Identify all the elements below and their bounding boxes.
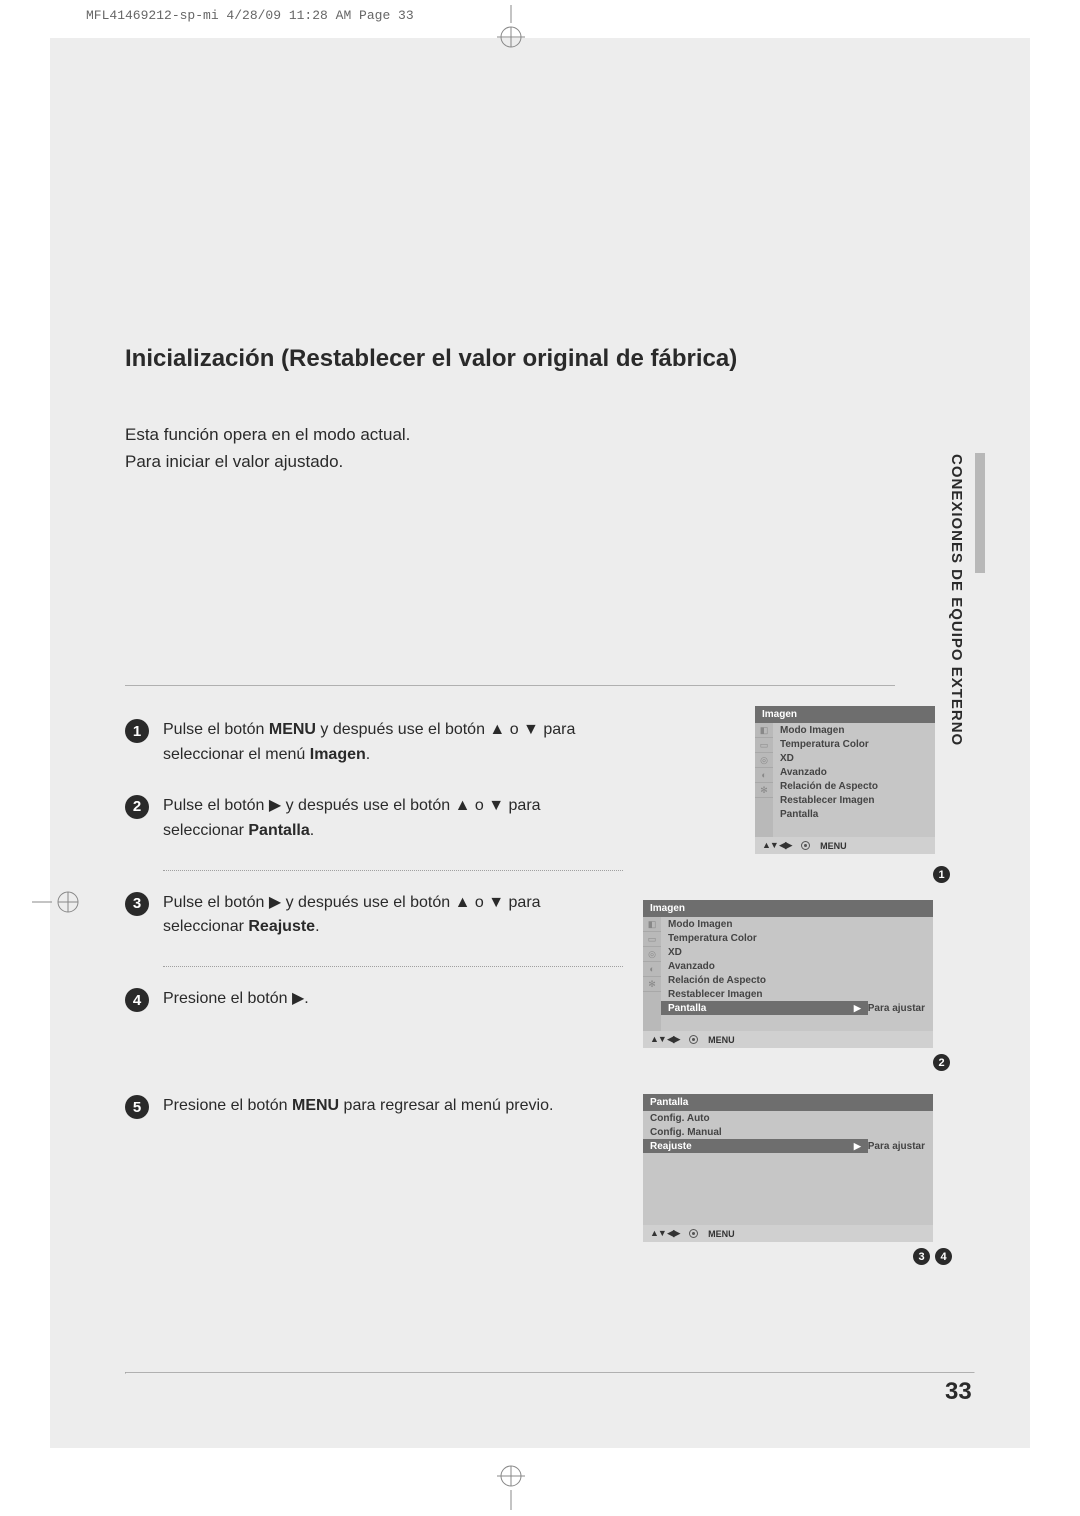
page-number: 33 [945,1378,972,1406]
osd-item: Relación de Aspecto [661,973,933,987]
osd-item: XD [773,751,935,765]
side-tab-label: CONEXIONES DE EQUIPO EXTERNO [948,454,965,746]
enter-icon [689,1035,698,1044]
step-5: 5 Presione el botón MENU para regresar a… [125,1094,623,1119]
osd-item: XD [661,945,933,959]
osd-icon-column: ◧ ▭ ◎ ◐ ✻ [643,917,661,1031]
section-divider [125,685,895,686]
arrows-icon: ▲▼ ◀▶ [762,840,791,851]
crop-mark-left [32,890,87,914]
osd-icon: ✻ [643,977,661,992]
osd-footer: ▲▼ ◀▶ MENU [643,1031,933,1048]
osd-icon-column: ◧ ▭ ◎ ◐ ✻ [755,723,773,837]
step-text: Pulse el botón MENU y después use el bot… [163,718,623,768]
osd-item: Temperatura Color [661,931,933,945]
osd-icon: ◎ [643,947,661,962]
step-text: Presione el botón MENU para regresar al … [163,1094,623,1119]
osd-action-label: Para ajustar [868,1141,933,1152]
intro-line-2: Para iniciar el valor ajustado. [125,448,895,475]
menu-label: MENU [820,841,847,851]
enter-icon [689,1229,698,1238]
osd-item: Avanzado [773,765,935,779]
osd-icon: ◐ [643,962,661,977]
step-3: 3 Pulse el botón ▶ y después use el botó… [125,891,623,941]
osd-icon: ▭ [643,932,661,947]
osd-header: Imagen [643,900,933,917]
step-number-badge: 5 [125,1095,149,1119]
osd-icon: ▭ [755,738,773,753]
osd-item: Relación de Aspecto [773,779,935,793]
osd-menu-pantalla: Pantalla Config. Auto Config. Manual Rea… [643,1094,933,1242]
crop-mark-top [497,5,525,55]
screenshots-column: Imagen ◧ ▭ ◎ ◐ ✻ Modo Imagen Temperatura… [643,718,895,1145]
menu-label: MENU [708,1035,735,1045]
footer-rule [125,1372,975,1374]
dotted-divider [163,966,623,967]
osd-header: Imagen [755,706,935,723]
step-text: Pulse el botón ▶ y después use el botón … [163,794,623,844]
step-text: Presione el botón ▶. [163,987,623,1012]
crop-mark-bottom [497,1460,525,1510]
print-header-meta: MFL41469212-sp-mi 4/28/09 11:28 AM Page … [86,8,414,23]
content-area: Inicialización (Restablecer el valor ori… [125,345,895,1145]
arrows-icon: ▲▼ ◀▶ [650,1034,679,1045]
osd-item: Avanzado [661,959,933,973]
intro-line-1: Esta función opera en el modo actual. [125,421,895,448]
osd-menu-imagen-wide: Imagen ◧ ▭ ◎ ◐ ✻ Modo Imagen Temperatura… [643,900,933,1048]
osd-item-selected: Pantalla▶ [661,1001,868,1015]
osd-icon: ✻ [755,783,773,798]
osd-header: Pantalla [643,1094,933,1111]
step-text: Pulse el botón ▶ y después use el botón … [163,891,623,941]
osd-icon: ◧ [755,723,773,738]
step-4: 4 Presione el botón ▶. [125,987,623,1012]
osd-footer: ▲▼ ◀▶ MENU [643,1225,933,1242]
osd-item: Temperatura Color [773,737,935,751]
osd-item: Config. Auto [643,1111,933,1125]
steps-column: 1 Pulse el botón MENU y después use el b… [125,718,623,1145]
osd-icon: ◐ [755,768,773,783]
osd-icon: ◧ [643,917,661,932]
step-number-badge: 3 [125,892,149,916]
step-number-badge: 1 [125,719,149,743]
step-2: 2 Pulse el botón ▶ y después use el botó… [125,794,623,844]
page-title: Inicialización (Restablecer el valor ori… [125,345,895,373]
osd-icon: ◎ [755,753,773,768]
side-tab-bar [975,453,985,573]
osd-item: Config. Manual [643,1125,933,1139]
arrows-icon: ▲▼ ◀▶ [650,1228,679,1239]
osd-action-label: Para ajustar [868,1003,933,1014]
dotted-divider [163,870,623,871]
chevron-right-icon: ▶ [854,1141,861,1152]
osd-item: Modo Imagen [773,723,935,737]
osd-item: Modo Imagen [661,917,933,931]
osd-item: Restablecer Imagen [773,793,935,807]
menu-label: MENU [708,1229,735,1239]
osd-footer: ▲▼ ◀▶ MENU [755,837,935,854]
step-1: 1 Pulse el botón MENU y después use el b… [125,718,623,768]
osd-item: Pantalla [773,807,935,821]
osd-item-selected: Reajuste▶ [643,1139,868,1153]
osd-menu-imagen: Imagen ◧ ▭ ◎ ◐ ✻ Modo Imagen Temperatura… [755,706,935,854]
step-number-badge: 2 [125,795,149,819]
step-number-badge: 4 [125,988,149,1012]
chevron-right-icon: ▶ [854,1003,861,1014]
osd-item: Restablecer Imagen [661,987,933,1001]
enter-icon [801,841,810,850]
